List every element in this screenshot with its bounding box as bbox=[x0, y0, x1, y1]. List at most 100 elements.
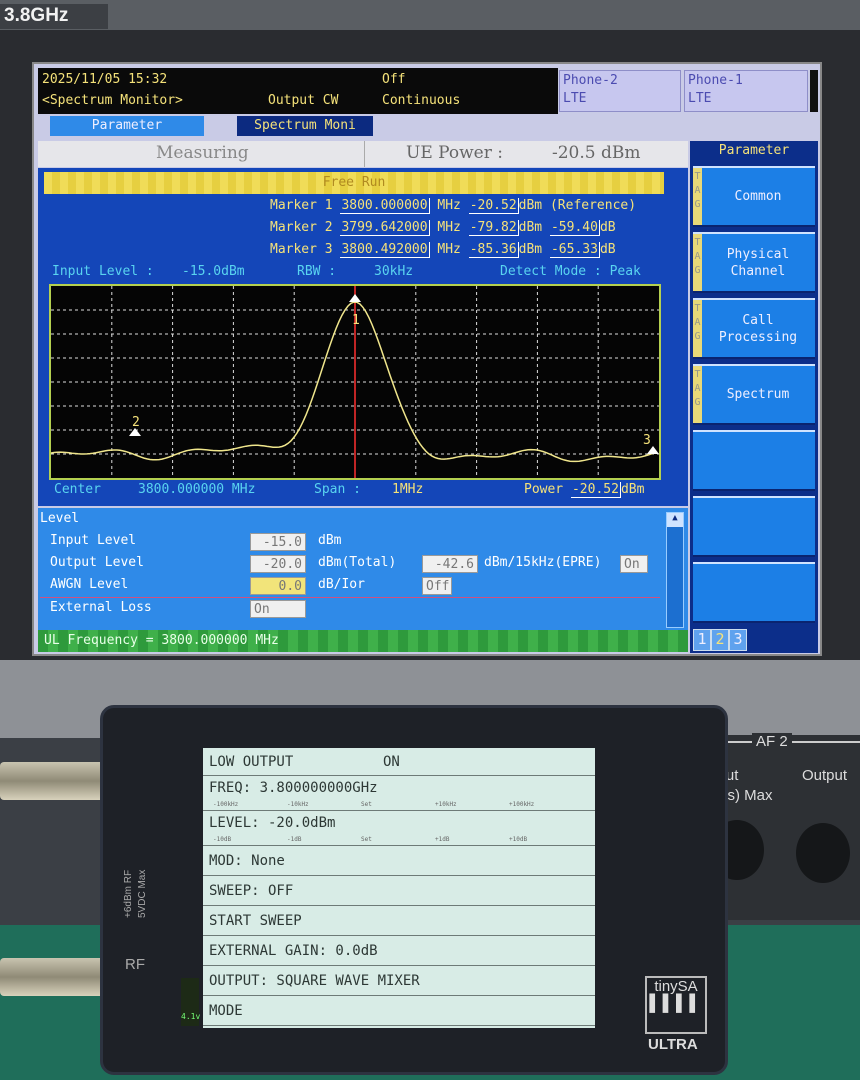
epre-toggle[interactable]: On bbox=[620, 555, 648, 573]
step-button[interactable]: -100kHz bbox=[213, 801, 239, 808]
scroll-up-icon[interactable]: ▲ bbox=[667, 513, 683, 527]
page-tab-3[interactable]: 3 bbox=[729, 629, 747, 651]
tinysa-menu-item[interactable]: FREQ: 3.800000000GHz -100kHz -10kHz Set +10k… bbox=[203, 776, 595, 811]
marker-freq[interactable]: 3799.642000 bbox=[340, 220, 430, 236]
rbw-value: 30kHz bbox=[374, 264, 414, 279]
tinysa-menu-item[interactable]: LOW OUTPUT ON bbox=[203, 748, 595, 776]
softkey-physical-channel[interactable]: TAG Physical Channel bbox=[693, 232, 815, 293]
menu-label: FREQ: 3.800000000GHz bbox=[209, 780, 378, 796]
softkey-blank-4[interactable] bbox=[693, 430, 815, 491]
tinysa-menu-item[interactable]: MODE bbox=[203, 996, 595, 1026]
marker-level-unit: dBm bbox=[518, 242, 543, 257]
spectrum-plot: 1 2 3 bbox=[50, 286, 659, 478]
tinysa-menu-item[interactable]: EXTERNAL GAIN: 0.0dB bbox=[203, 936, 595, 966]
softkey-spectrum[interactable]: TAG Spectrum bbox=[693, 364, 815, 425]
tinysa-menu-item[interactable]: OUTPUT: SQUARE WAVE MIXER bbox=[203, 966, 595, 996]
phone-system: LTE bbox=[688, 91, 712, 106]
spectrum-trace bbox=[50, 301, 658, 463]
tag-strip: TAG bbox=[693, 234, 702, 291]
tinysa-menu-item[interactable]: MOD: None bbox=[203, 846, 595, 876]
output-level-row-label: Output Level bbox=[50, 555, 144, 570]
case-label: +6dBm RF bbox=[123, 869, 134, 918]
awgn-level-field[interactable]: 0.0 bbox=[250, 577, 306, 595]
ue-power-value: -20.5 dBm bbox=[552, 143, 641, 163]
tinysa-screen: LOW OUTPUT ON FREQ: 3.800000000GHz -100kHz -… bbox=[203, 748, 595, 1028]
menu-value: ON bbox=[383, 754, 400, 770]
phone-2-box[interactable]: Phone-2 LTE bbox=[559, 70, 681, 112]
output-level-field[interactable]: -20.0 bbox=[250, 555, 306, 573]
marker-number: 2 bbox=[132, 415, 140, 430]
tinysa-menu-item[interactable]: START SWEEP bbox=[203, 906, 595, 936]
level-scrollbar[interactable]: ▲ bbox=[666, 512, 684, 628]
awgn-level-unit: dB/Ior bbox=[318, 577, 365, 592]
detect-mode: Detect Mode : Peak bbox=[500, 264, 641, 279]
input-level-row-label: Input Level bbox=[50, 533, 137, 548]
marker-freq[interactable]: 3800.000000 bbox=[340, 198, 430, 214]
level-title: Level bbox=[40, 511, 80, 526]
softkey-common[interactable]: TAG Common bbox=[693, 166, 815, 227]
step-button[interactable]: -10kHz bbox=[287, 801, 309, 808]
menu-label: MODE bbox=[209, 1003, 243, 1019]
marker-level[interactable]: -79.82 bbox=[468, 220, 519, 236]
page-tab-1[interactable]: 1 bbox=[693, 629, 711, 651]
step-button[interactable]: +10kHz bbox=[435, 801, 457, 808]
step-button[interactable]: +1dB bbox=[435, 836, 450, 843]
span-value: 1MHz bbox=[392, 482, 424, 497]
tab-parameter[interactable]: Parameter bbox=[50, 116, 204, 136]
input-level-value: -15.0dBm bbox=[182, 264, 245, 279]
page-tab-2[interactable]: 2 bbox=[711, 629, 729, 651]
phone-name: Phone-2 bbox=[563, 73, 618, 88]
spectrum-graph: 1 2 3 bbox=[49, 284, 661, 480]
marker-label: Marker 2 bbox=[270, 220, 333, 235]
tinysa-device: +6dBm RF 5VDC Max RF 4.1v LOW OUTPUT ON FR… bbox=[100, 705, 728, 1075]
marker-number: 1 bbox=[352, 313, 360, 328]
menu-label: OUTPUT: SQUARE WAVE MIXER bbox=[209, 973, 420, 989]
external-loss-toggle[interactable]: On bbox=[250, 600, 306, 618]
epre-field[interactable]: -42.6 bbox=[422, 555, 478, 573]
step-button[interactable]: +100kHz bbox=[509, 801, 535, 808]
tinysa-menu-item[interactable]: LEVEL: -20.0dBm -10dB -1dB Set +1dB +10dB bbox=[203, 811, 595, 846]
output-level-unit: dBm(Total) bbox=[318, 555, 397, 570]
af-output-knob[interactable] bbox=[796, 823, 850, 883]
marker-row: Marker 1 3800.000000 MHz -20.52 dBm (Refe… bbox=[270, 195, 636, 217]
marker-row: Marker 3 3800.492000 MHz -85.36 dBm -65.3… bbox=[270, 239, 636, 261]
softkey-blank-5[interactable] bbox=[693, 496, 815, 557]
battery-indicator: 4.1v bbox=[181, 978, 201, 1026]
softkey-blank-6[interactable] bbox=[693, 562, 815, 623]
power-label: Power bbox=[524, 482, 564, 497]
marker-unit: MHz bbox=[437, 198, 461, 213]
mode-label: <Spectrum Monitor> bbox=[42, 93, 183, 108]
softkey-label: Physical Channel bbox=[726, 246, 790, 279]
step-button[interactable]: Set bbox=[361, 801, 372, 808]
level-panel: Level Input Level -15.0 dBm Output Level… bbox=[38, 508, 688, 630]
step-button[interactable]: -1dB bbox=[287, 836, 302, 843]
header-scroll bbox=[810, 70, 818, 112]
step-button[interactable]: -10dB bbox=[213, 836, 232, 843]
battery-voltage: 4.1v bbox=[181, 1012, 201, 1021]
marker-level[interactable]: -85.36 bbox=[468, 242, 519, 258]
marker-unit: MHz bbox=[437, 242, 461, 257]
phone-1-box[interactable]: Phone-1 LTE bbox=[684, 70, 808, 112]
case-label: 5VDC Max bbox=[137, 869, 148, 918]
power-unit: dBm bbox=[620, 482, 645, 497]
marker-freq[interactable]: 3800.492000 bbox=[340, 242, 430, 258]
tinysa-menu-item[interactable]: SWEEP: OFF bbox=[203, 876, 595, 906]
awgn-toggle[interactable]: Off bbox=[422, 577, 452, 595]
tab-spectrum-monitor[interactable]: Spectrum Moni bbox=[237, 116, 373, 136]
marker-number: 3 bbox=[643, 433, 651, 448]
marker-level[interactable]: -20.52 bbox=[468, 198, 519, 214]
step-button[interactable]: +10dB bbox=[509, 836, 528, 843]
marker-label: Marker 1 bbox=[270, 198, 333, 213]
softkey-label: Call Processing bbox=[718, 312, 798, 345]
rf-port-label: RF bbox=[125, 956, 145, 973]
output-state: Off bbox=[382, 72, 406, 87]
menu-label: LEVEL: -20.0dBm bbox=[209, 815, 336, 831]
step-button[interactable]: Set bbox=[361, 836, 372, 843]
marker-level-unit: dBm bbox=[518, 220, 543, 235]
tag-strip: TAG bbox=[693, 168, 702, 225]
status-bar: UL Frequency = 3800.000000 MHz bbox=[38, 630, 688, 652]
softkey-panel: Parameter TAG Common TAG Physical Channel TA… bbox=[690, 141, 818, 653]
softkey-call-processing[interactable]: TAG Call Processing bbox=[693, 298, 815, 359]
softkey-label: Spectrum bbox=[726, 387, 790, 402]
input-level-field[interactable]: -15.0 bbox=[250, 533, 306, 551]
